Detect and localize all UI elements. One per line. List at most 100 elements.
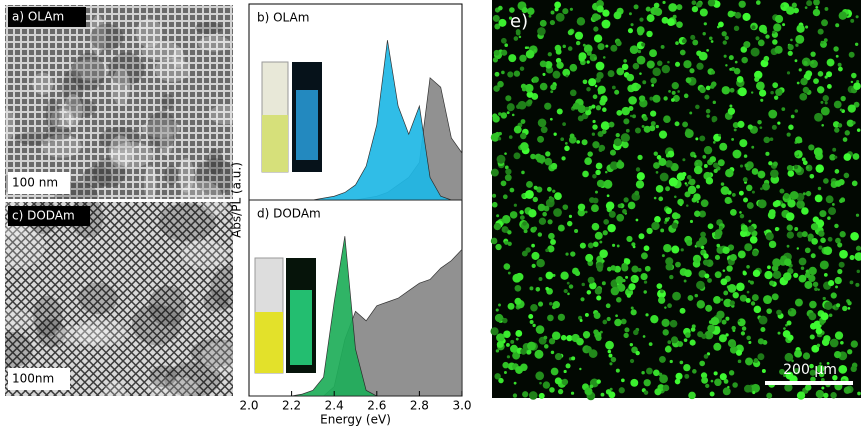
particle: [665, 160, 673, 168]
particle: [843, 386, 851, 394]
particle: [814, 287, 818, 292]
particle: [745, 297, 751, 303]
texture: [108, 52, 145, 86]
particle: [800, 77, 808, 86]
particle: [626, 73, 635, 82]
particle: [683, 60, 692, 69]
particle: [683, 279, 687, 283]
particle: [677, 90, 680, 93]
particle: [746, 202, 754, 209]
particle: [569, 7, 573, 11]
particle: [660, 289, 664, 294]
particle: [635, 350, 640, 356]
particle: [531, 263, 536, 268]
particle: [492, 14, 500, 22]
particle: [581, 139, 588, 146]
particle: [838, 364, 848, 374]
particle: [636, 172, 645, 181]
particle: [551, 304, 557, 310]
particle: [623, 197, 629, 203]
particle: [699, 86, 706, 94]
particle: [851, 72, 857, 79]
particle: [687, 185, 697, 195]
particle: [798, 274, 807, 283]
particle: [577, 208, 586, 217]
particle: [512, 273, 522, 283]
particle: [738, 0, 746, 8]
particle: [710, 379, 714, 383]
particle: [802, 86, 810, 94]
particle: [793, 164, 799, 170]
label-box: [8, 206, 90, 226]
particle: [856, 128, 861, 132]
particle: [597, 43, 605, 51]
texture: [5, 225, 46, 269]
texture: [164, 165, 179, 186]
texture: [210, 265, 233, 309]
texture: [142, 118, 181, 138]
particle: [497, 5, 503, 11]
particle: [709, 156, 717, 163]
particle: [638, 233, 645, 240]
particle: [597, 85, 606, 94]
particle: [629, 45, 639, 54]
particle: [739, 213, 745, 219]
particle: [525, 49, 535, 59]
particle: [498, 131, 502, 136]
particle: [787, 44, 794, 51]
particle: [535, 287, 541, 292]
particle: [702, 154, 707, 159]
particle: [719, 142, 728, 151]
particle: [808, 274, 816, 283]
particle: [813, 0, 820, 6]
particle: [703, 22, 707, 26]
texture: [190, 338, 233, 367]
particle: [585, 106, 589, 111]
particle: [823, 273, 828, 277]
particle: [784, 383, 793, 392]
particle: [739, 229, 748, 238]
particle: [733, 128, 737, 132]
particle: [709, 84, 715, 89]
particle: [763, 55, 770, 62]
particle: [828, 207, 837, 216]
particle: [611, 85, 616, 90]
particle: [571, 356, 576, 361]
particle: [675, 261, 681, 268]
particle: [757, 39, 765, 47]
texture: [93, 157, 126, 188]
particle: [820, 40, 824, 44]
particle: [492, 57, 499, 63]
particle: [832, 305, 836, 310]
particle: [621, 106, 630, 116]
texture: [201, 341, 233, 374]
particle: [528, 209, 537, 218]
texture: [203, 289, 229, 312]
particle: [794, 59, 798, 63]
particle: [830, 292, 837, 299]
x-tick-label: 3.0: [452, 399, 471, 413]
spectra: b) OLAm Abs/PL (a.u.) d) DODAm 2.0 2.2 2.4 2.6…: [230, 3, 472, 427]
particle: [667, 18, 675, 27]
particle: [547, 52, 552, 57]
particle: [794, 298, 803, 307]
particle: [640, 252, 648, 260]
particle: [740, 331, 746, 336]
particle: [724, 196, 732, 205]
texture: [99, 127, 142, 151]
texture: [209, 104, 233, 125]
particle: [512, 393, 518, 398]
particle: [776, 309, 782, 316]
particle: [553, 132, 557, 136]
particle: [520, 348, 527, 355]
texture: [202, 202, 228, 216]
particle: [637, 49, 642, 54]
particle: [677, 198, 684, 206]
particle: [689, 339, 696, 346]
particle: [502, 361, 509, 369]
particle: [805, 70, 813, 78]
particle: [519, 66, 525, 71]
particle: [594, 84, 598, 88]
particle: [550, 84, 557, 91]
particle: [829, 338, 839, 348]
